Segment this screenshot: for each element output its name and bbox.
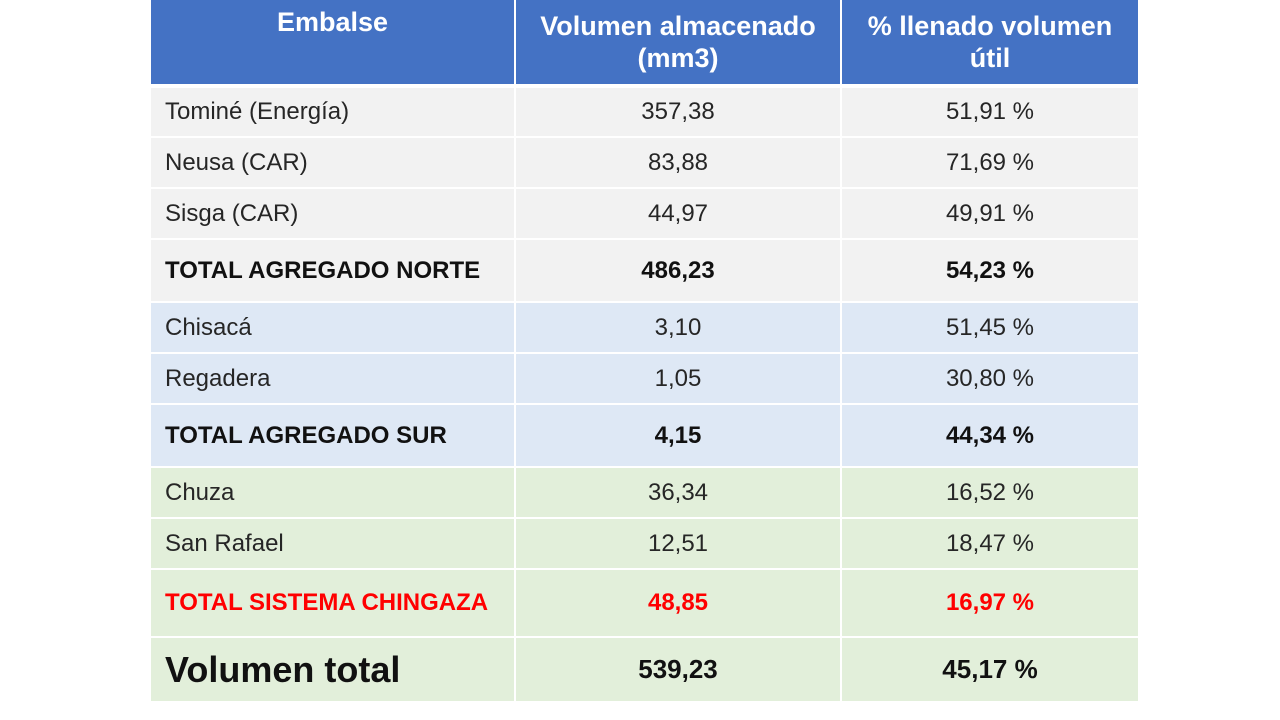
table-row-total-sur: TOTAL AGREGADO SUR 4,15 44,34 % <box>151 404 1138 468</box>
cell-llenado: 49,91 % <box>841 188 1138 240</box>
cell-llenado: 54,23 % <box>841 239 1138 303</box>
cell-llenado: 71,69 % <box>841 137 1138 189</box>
table-row-volumen-total: Volumen total 539,23 45,17 % <box>151 637 1138 701</box>
cell-embalse: Chuza <box>151 467 516 519</box>
header-volumen: Volumen almacenado (mm3) <box>515 0 842 88</box>
cell-volumen: 4,15 <box>515 404 842 468</box>
cell-embalse: TOTAL AGREGADO SUR <box>151 404 516 468</box>
cell-volumen: 486,23 <box>515 239 842 303</box>
reservoir-table: Embalse Volumen almacenado (mm3) % llena… <box>151 0 1138 701</box>
cell-llenado: 45,17 % <box>841 637 1138 701</box>
header-embalse: Embalse <box>151 0 516 88</box>
table-header-row: Embalse Volumen almacenado (mm3) % llena… <box>151 0 1138 88</box>
table-row-san-rafael: San Rafael 12,51 18,47 % <box>151 518 1138 570</box>
cell-embalse: Volumen total <box>151 637 516 701</box>
cell-embalse: TOTAL SISTEMA CHINGAZA <box>151 569 516 638</box>
table-row-chisaca: Chisacá 3,10 51,45 % <box>151 302 1138 354</box>
cell-embalse: San Rafael <box>151 518 516 570</box>
cell-volumen: 12,51 <box>515 518 842 570</box>
cell-llenado: 16,52 % <box>841 467 1138 519</box>
cell-llenado: 18,47 % <box>841 518 1138 570</box>
cell-llenado: 51,45 % <box>841 302 1138 354</box>
cell-llenado: 44,34 % <box>841 404 1138 468</box>
table-row-total-chingaza: TOTAL SISTEMA CHINGAZA 48,85 16,97 % <box>151 569 1138 638</box>
cell-llenado: 30,80 % <box>841 353 1138 405</box>
header-llenado: % llenado volumen útil <box>841 0 1138 88</box>
table-row-regadera: Regadera 1,05 30,80 % <box>151 353 1138 405</box>
cell-embalse: Tominé (Energía) <box>151 86 516 138</box>
cell-embalse: Neusa (CAR) <box>151 137 516 189</box>
cell-volumen: 36,34 <box>515 467 842 519</box>
cell-volumen: 83,88 <box>515 137 842 189</box>
table-row-tomine: Tominé (Energía) 357,38 51,91 % <box>151 86 1138 138</box>
cell-llenado: 16,97 % <box>841 569 1138 638</box>
cell-embalse: Sisga (CAR) <box>151 188 516 240</box>
reservoir-table-container: Embalse Volumen almacenado (mm3) % llena… <box>151 0 1138 701</box>
cell-embalse: TOTAL AGREGADO NORTE <box>151 239 516 303</box>
cell-volumen: 44,97 <box>515 188 842 240</box>
cell-llenado: 51,91 % <box>841 86 1138 138</box>
cell-volumen: 1,05 <box>515 353 842 405</box>
cell-embalse: Regadera <box>151 353 516 405</box>
cell-volumen: 539,23 <box>515 637 842 701</box>
cell-volumen: 357,38 <box>515 86 842 138</box>
cell-volumen: 3,10 <box>515 302 842 354</box>
table-row-chuza: Chuza 36,34 16,52 % <box>151 467 1138 519</box>
cell-embalse: Chisacá <box>151 302 516 354</box>
table-row-neusa: Neusa (CAR) 83,88 71,69 % <box>151 137 1138 189</box>
cell-volumen: 48,85 <box>515 569 842 638</box>
table-row-sisga: Sisga (CAR) 44,97 49,91 % <box>151 188 1138 240</box>
table-row-total-norte: TOTAL AGREGADO NORTE 486,23 54,23 % <box>151 239 1138 303</box>
